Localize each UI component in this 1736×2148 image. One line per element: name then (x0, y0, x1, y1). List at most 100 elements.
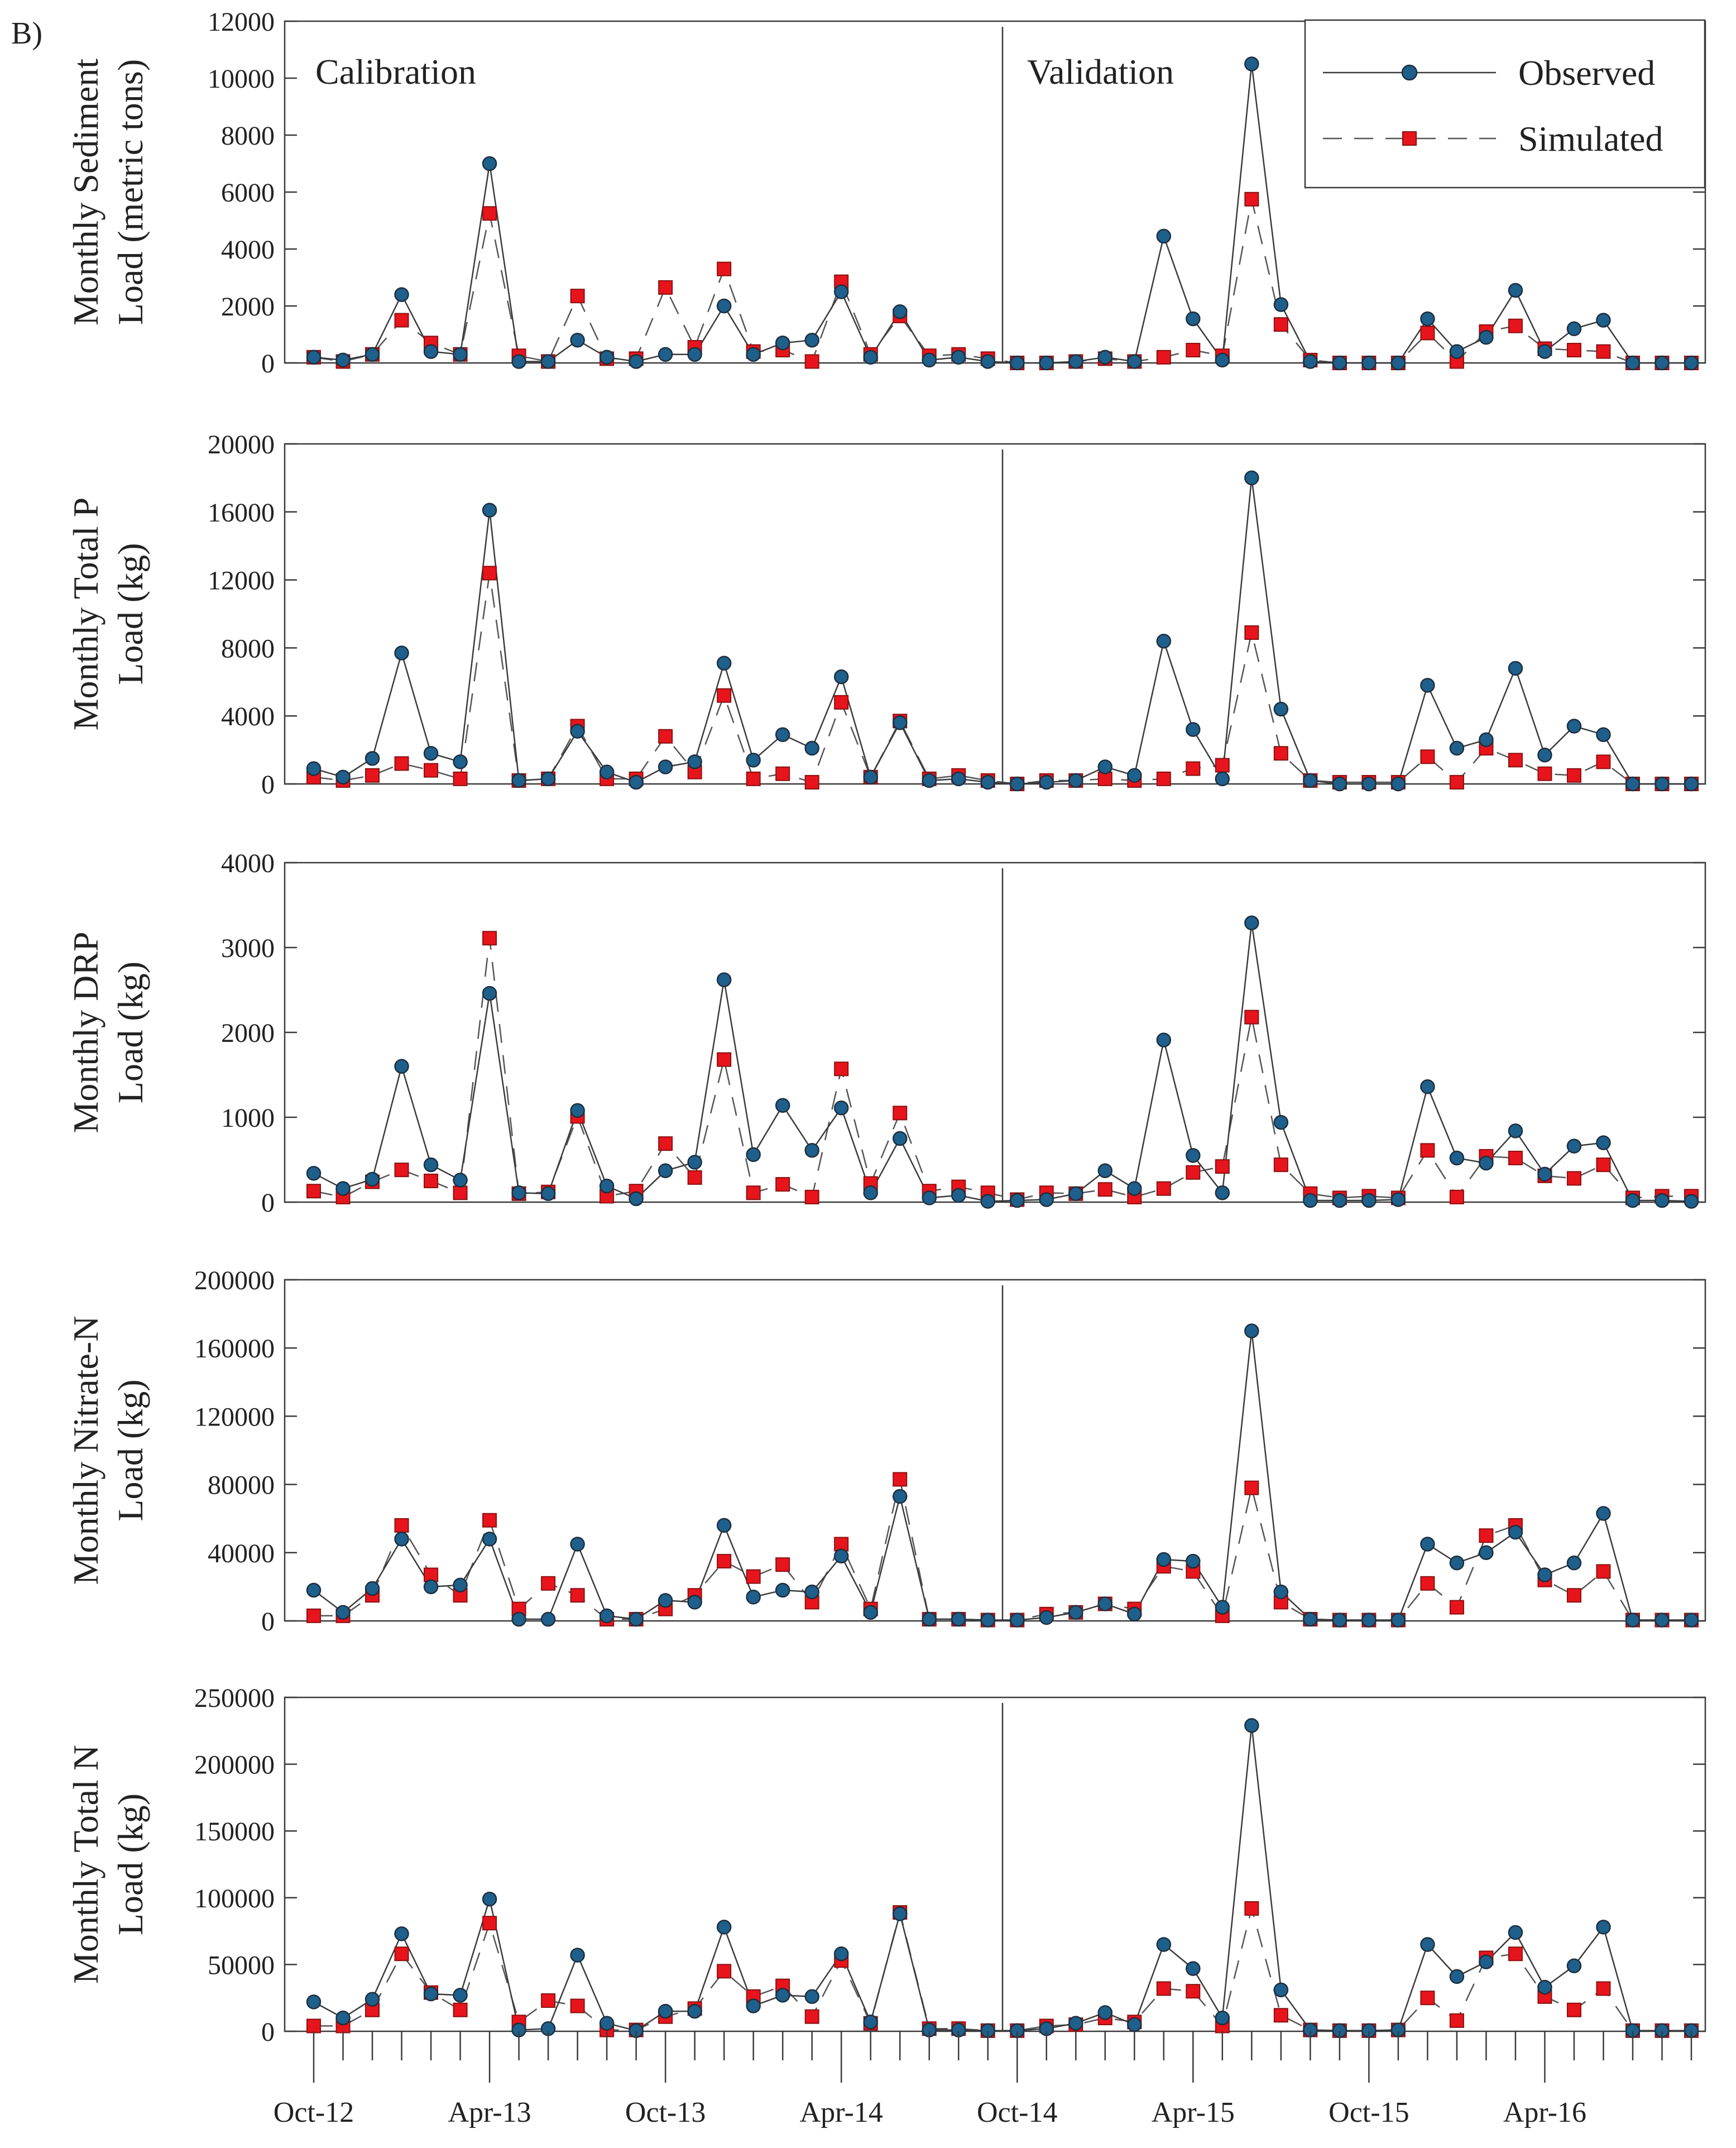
observed-point (1156, 228, 1172, 244)
x-tick-label: Apr-15 (1152, 2097, 1235, 2128)
observed-point (1186, 311, 1201, 327)
simulated-point (893, 1106, 908, 1121)
y-axis-label-line: Monthly Sediment (66, 59, 105, 326)
y-axis-label: Monthly Total N Load (kg) (66, 1745, 150, 1984)
observed-point (335, 352, 351, 368)
y-tick-label: 0 (261, 1188, 275, 1218)
plot-frame (284, 1279, 1706, 1622)
simulated-point (1449, 774, 1464, 790)
observed-point (863, 2015, 878, 2030)
observed-point (1596, 1135, 1611, 1150)
observed-point (716, 1518, 732, 1533)
observed-point (746, 347, 761, 362)
simulated-point (1537, 766, 1552, 781)
simulated-point (1186, 343, 1201, 358)
observed-point (1449, 1150, 1465, 1166)
observed-point (746, 1589, 761, 1605)
observed-point (1244, 915, 1259, 931)
simulated-point (453, 1185, 468, 1200)
simulated-point (306, 1608, 321, 1623)
calibration-label: Calibration (315, 52, 476, 92)
simulated-point (1508, 318, 1523, 333)
x-tick-label: Apr-14 (800, 2097, 883, 2128)
observed-point (1479, 1954, 1494, 1969)
observed-point (716, 972, 732, 988)
observed-point (1097, 1596, 1113, 1611)
simulated-point (306, 1184, 321, 1199)
observed-point (1420, 1537, 1435, 1552)
observed-point (1684, 1613, 1699, 1628)
y-tick-label: 40000 (208, 1539, 275, 1568)
observed-point (775, 1098, 790, 1113)
observed-point (1684, 1194, 1699, 1209)
simulated-point (717, 1052, 732, 1067)
simulated-point (306, 2018, 321, 2034)
observed-point (980, 1194, 995, 1209)
simulated-point (424, 1174, 439, 1188)
legend-simulated-label: Simulated (1518, 119, 1663, 159)
y-axis-label-line: Load (kg) (111, 543, 150, 685)
y-tick-label: 10000 (208, 64, 275, 94)
simulated-point (482, 566, 497, 581)
observed-point (1449, 1555, 1465, 1571)
y-tick-label: 8000 (221, 121, 275, 151)
observed-point (394, 287, 409, 302)
observed-point (540, 1611, 556, 1627)
observed-point (1537, 1166, 1552, 1182)
simulated-point (1420, 749, 1435, 764)
observed-point (746, 1998, 761, 2013)
simulated-point (424, 763, 439, 778)
simulated-point (1244, 1901, 1259, 1916)
observed-point (1186, 1148, 1201, 1163)
simulated-point (1097, 771, 1112, 786)
observed-point (1479, 1155, 1494, 1171)
legend-observed-label: Observed (1518, 53, 1655, 93)
observed-point (599, 764, 615, 779)
observed-point (1537, 747, 1552, 763)
observed-point (1361, 776, 1377, 792)
observed-point (1449, 740, 1465, 756)
panel-5: 0 50000 100000 150000 200000 250000 Monthly To… (66, 1683, 1706, 2047)
observed-point (833, 1101, 849, 1116)
observed-point (716, 656, 732, 671)
simulated-point (1097, 1182, 1112, 1197)
simulated-point (394, 1946, 409, 1962)
observed-point (1332, 776, 1347, 792)
observed-point (1684, 355, 1699, 371)
observed-point (1655, 1193, 1670, 1208)
simulated-point (1156, 771, 1171, 786)
observed-point (1508, 1524, 1523, 1540)
observed-point (599, 350, 615, 365)
observed-point (1127, 2017, 1142, 2032)
observed-point (1215, 1600, 1230, 1615)
simulated-point (1449, 1600, 1464, 1615)
simulated-point (1566, 343, 1581, 358)
observed-point (570, 1103, 585, 1118)
observed-point (1479, 329, 1494, 345)
observed-point (922, 1190, 937, 1205)
observed-point (423, 1986, 439, 2002)
observed-point (833, 669, 849, 685)
observed-point (365, 1171, 380, 1187)
observed-point (629, 1611, 644, 1627)
observed-point (1332, 1193, 1347, 1208)
observed-point (833, 1548, 849, 1564)
simulated-point (1420, 1576, 1435, 1591)
simulated-point (1566, 2002, 1581, 2017)
observed-point (1273, 1584, 1289, 1600)
observed-point (687, 1155, 702, 1170)
observed-point (775, 336, 790, 351)
observed-point (1566, 321, 1582, 337)
observed-point (922, 1611, 937, 1627)
observed-point (863, 769, 878, 785)
observed-point (1127, 1606, 1142, 1622)
observed-point (1596, 1506, 1611, 1521)
observed-point (1684, 776, 1699, 792)
simulated-point (658, 280, 673, 295)
observed-point (1479, 732, 1494, 748)
simulated-point (1186, 1984, 1201, 1999)
simulated-point (1596, 344, 1611, 359)
validation-label: Validation (1027, 52, 1174, 92)
observed-point (1273, 1982, 1289, 1998)
observed-point (1156, 1032, 1172, 1047)
